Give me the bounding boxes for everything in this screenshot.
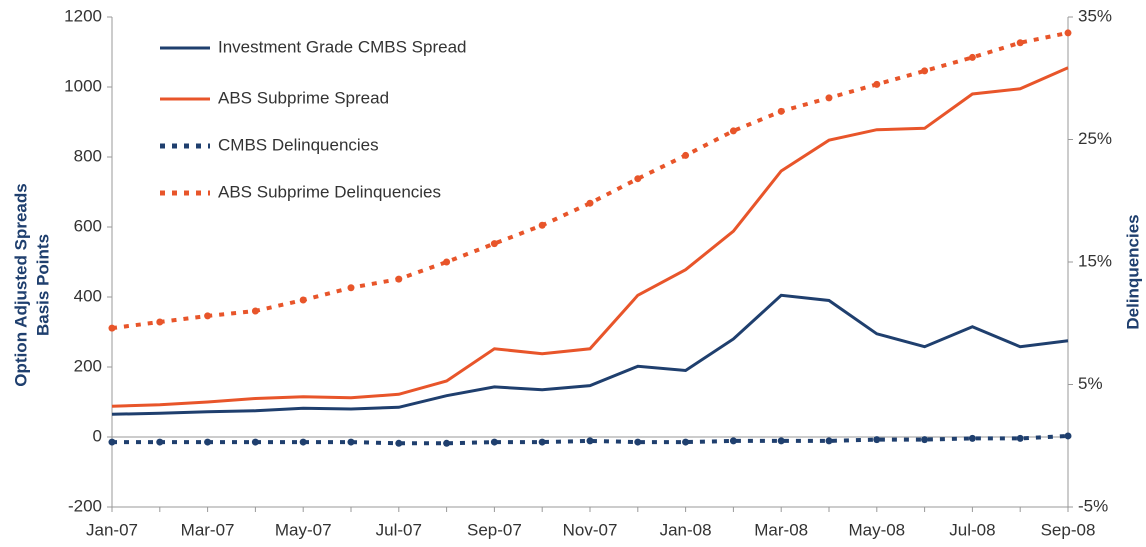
legend-label: ABS Subprime Delinquencies <box>218 182 441 201</box>
series-marker <box>156 438 164 446</box>
series-marker <box>1064 29 1072 37</box>
series-line <box>111 30 1069 331</box>
series-marker <box>108 438 116 446</box>
series-marker <box>1016 434 1024 442</box>
x-tick-label: Mar-07 <box>181 520 235 539</box>
series-marker <box>586 199 594 207</box>
series-marker <box>490 240 498 248</box>
x-tick-label: Nov-07 <box>563 520 618 539</box>
series-marker <box>347 284 355 292</box>
series-marker <box>634 438 642 446</box>
x-tick-label: May-08 <box>848 520 905 539</box>
x-tick-label: Jan-07 <box>86 520 138 539</box>
x-tick-label: Jan-08 <box>660 520 712 539</box>
y2-axis-title: Delinquencies <box>1123 214 1142 329</box>
y-tick-label: -200 <box>68 496 102 515</box>
y-tick-label: 200 <box>74 356 102 375</box>
y2-tick-label: 5% <box>1078 374 1103 393</box>
y-tick-label: 0 <box>93 426 102 445</box>
series-marker <box>1064 432 1072 440</box>
series-marker <box>299 296 307 304</box>
x-tick-label: Sep-07 <box>467 520 522 539</box>
y-axis-title: Basis Points <box>33 234 52 336</box>
series-marker <box>108 324 116 332</box>
series-marker <box>777 437 785 445</box>
series-marker <box>204 438 212 446</box>
series-line <box>111 293 1069 416</box>
series-marker <box>490 438 498 446</box>
series-marker <box>634 175 642 183</box>
series-marker <box>443 439 451 447</box>
series-marker <box>347 438 355 446</box>
series-marker <box>251 307 259 315</box>
legend-label: Investment Grade CMBS Spread <box>218 37 467 56</box>
series-marker <box>968 434 976 442</box>
series-marker <box>395 275 403 283</box>
x-tick-label: Sep-08 <box>1041 520 1096 539</box>
series-marker <box>156 318 164 326</box>
series-marker <box>921 67 929 75</box>
series-marker <box>204 312 212 320</box>
series-marker <box>538 438 546 446</box>
series-marker <box>1016 39 1024 47</box>
x-tick-label: Jul-08 <box>949 520 995 539</box>
series-marker <box>873 436 881 444</box>
y2-tick-label: -5% <box>1078 496 1108 515</box>
series-marker <box>825 94 833 102</box>
series-marker <box>825 437 833 445</box>
series-line <box>112 433 1069 446</box>
y2-tick-label: 25% <box>1078 129 1112 148</box>
series-marker <box>251 438 259 446</box>
series-marker <box>729 437 737 445</box>
y-tick-label: 800 <box>74 146 102 165</box>
series-marker <box>873 80 881 88</box>
y2-tick-label: 35% <box>1078 6 1112 25</box>
series-marker <box>443 258 451 266</box>
series-marker <box>729 127 737 135</box>
x-tick-label: Jul-07 <box>376 520 422 539</box>
series-marker <box>299 438 307 446</box>
y-axis-title: Option Adjusted Spreads <box>11 183 30 386</box>
series-marker <box>921 436 929 444</box>
series-marker <box>395 439 403 447</box>
series-marker <box>968 53 976 61</box>
y-tick-label: 600 <box>74 216 102 235</box>
legend-label: ABS Subprime Spread <box>218 88 389 107</box>
y-tick-label: 400 <box>74 286 102 305</box>
series-marker <box>538 221 546 229</box>
series-marker <box>682 151 690 159</box>
legend-label: CMBS Delinquencies <box>218 135 379 154</box>
x-tick-label: May-07 <box>275 520 332 539</box>
y-tick-label: 1000 <box>64 76 102 95</box>
series-marker <box>777 107 785 115</box>
y2-tick-label: 15% <box>1078 251 1112 270</box>
y-tick-label: 1200 <box>64 6 102 25</box>
series-marker <box>682 438 690 446</box>
x-tick-label: Mar-08 <box>754 520 808 539</box>
series-line <box>111 66 1069 408</box>
series-marker <box>586 437 594 445</box>
